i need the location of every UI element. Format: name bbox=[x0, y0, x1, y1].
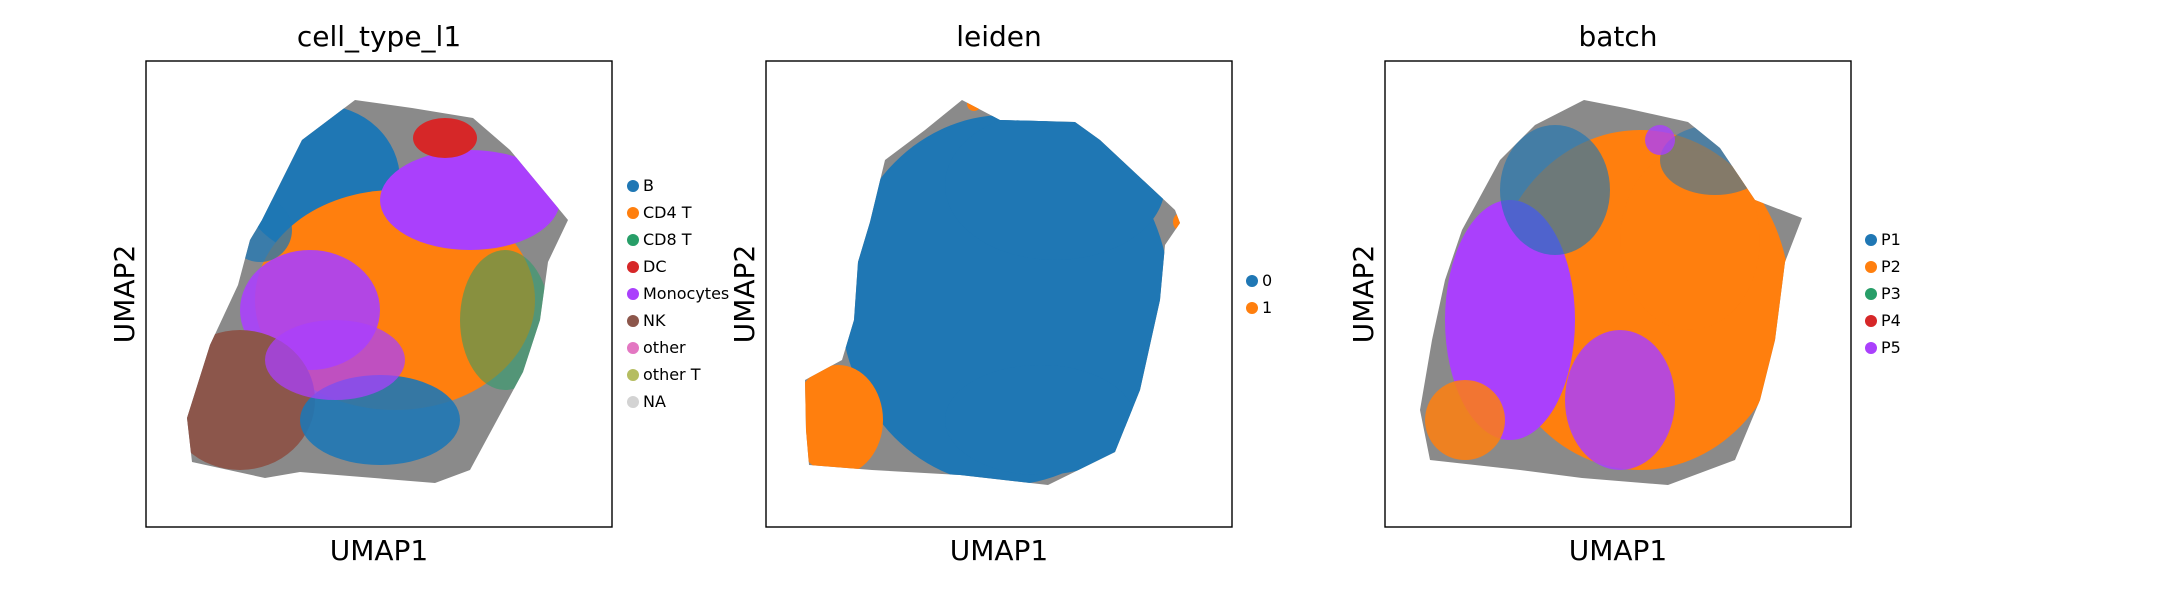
legend-marker bbox=[627, 234, 639, 246]
legend-label: Monocytes bbox=[643, 284, 729, 303]
point-cloud bbox=[1425, 125, 1790, 470]
legend-label: CD4 T bbox=[643, 203, 692, 222]
legend-label: B bbox=[643, 176, 654, 195]
x-axis-label: UMAP1 bbox=[330, 534, 429, 567]
legend-label: P4 bbox=[1881, 311, 1901, 330]
legend-marker bbox=[627, 315, 639, 327]
plot-frame bbox=[1384, 60, 1852, 528]
legend-item: other T bbox=[627, 365, 701, 384]
plot-frame bbox=[145, 60, 613, 528]
legend-item: P3 bbox=[1865, 284, 1901, 303]
legend: P1 P2 P3 P4 P5 bbox=[1865, 230, 1901, 357]
legend: 0 1 bbox=[1246, 271, 1272, 317]
legend-label: P2 bbox=[1881, 257, 1901, 276]
legend-marker bbox=[1246, 302, 1258, 314]
legend-marker bbox=[627, 288, 639, 300]
legend-label: P5 bbox=[1881, 338, 1901, 357]
legend-item: DC bbox=[627, 257, 667, 276]
panel-leiden: leiden 0 1 UMAP1 UMAP2 bbox=[728, 20, 1272, 567]
legend-marker bbox=[1865, 342, 1877, 354]
y-axis-label: UMAP2 bbox=[728, 245, 761, 344]
legend-label: NK bbox=[643, 311, 666, 330]
legend-label: DC bbox=[643, 257, 667, 276]
legend: B CD4 T CD8 T DC Monocytes NK other othe… bbox=[627, 176, 729, 411]
legend-item: P5 bbox=[1865, 338, 1901, 357]
panel-batch: batch P1 P2 P3 P4 P5 UMAP1 UMAP2 bbox=[1347, 20, 1901, 567]
panel-title: leiden bbox=[956, 20, 1042, 53]
x-axis-label: UMAP1 bbox=[1569, 534, 1668, 567]
panel-cell-type-l1: cell_type_l1 B CD4 T CD8 T DC Monocytes … bbox=[108, 20, 729, 567]
legend-item: CD4 T bbox=[627, 203, 692, 222]
legend-label: 0 bbox=[1262, 271, 1272, 290]
point-cloud bbox=[805, 100, 1180, 485]
legend-item: other bbox=[627, 338, 686, 357]
legend-label: P3 bbox=[1881, 284, 1901, 303]
legend-marker bbox=[627, 369, 639, 381]
y-axis-label: UMAP2 bbox=[1347, 245, 1380, 344]
legend-marker bbox=[627, 261, 639, 273]
panel-title: batch bbox=[1578, 20, 1657, 53]
x-axis-label: UMAP1 bbox=[950, 534, 1049, 567]
legend-label: P1 bbox=[1881, 230, 1901, 249]
legend-marker bbox=[627, 342, 639, 354]
legend-label: 1 bbox=[1262, 298, 1272, 317]
plot-frame bbox=[765, 60, 1233, 528]
legend-marker bbox=[1865, 261, 1877, 273]
legend-item: P1 bbox=[1865, 230, 1901, 249]
legend-marker bbox=[1865, 315, 1877, 327]
legend-label: NA bbox=[643, 392, 666, 411]
legend-item: Monocytes bbox=[627, 284, 729, 303]
legend-marker bbox=[627, 396, 639, 408]
legend-label: other bbox=[643, 338, 686, 357]
legend-item: CD8 T bbox=[627, 230, 692, 249]
legend-item: B bbox=[627, 176, 654, 195]
legend-item: P2 bbox=[1865, 257, 1901, 276]
point-cloud bbox=[187, 105, 560, 470]
legend-item: P4 bbox=[1865, 311, 1901, 330]
panel-title: cell_type_l1 bbox=[297, 20, 461, 53]
legend-item: NA bbox=[627, 392, 666, 411]
y-axis-label: UMAP2 bbox=[108, 245, 141, 344]
legend-marker bbox=[1246, 275, 1258, 287]
legend-marker bbox=[627, 180, 639, 192]
legend-marker bbox=[1865, 288, 1877, 300]
legend-item: 0 bbox=[1246, 271, 1272, 290]
legend-item: NK bbox=[627, 311, 666, 330]
legend-label: CD8 T bbox=[643, 230, 692, 249]
legend-marker bbox=[1865, 234, 1877, 246]
legend-item: 1 bbox=[1246, 298, 1272, 317]
legend-label: other T bbox=[643, 365, 701, 384]
legend-marker bbox=[627, 207, 639, 219]
